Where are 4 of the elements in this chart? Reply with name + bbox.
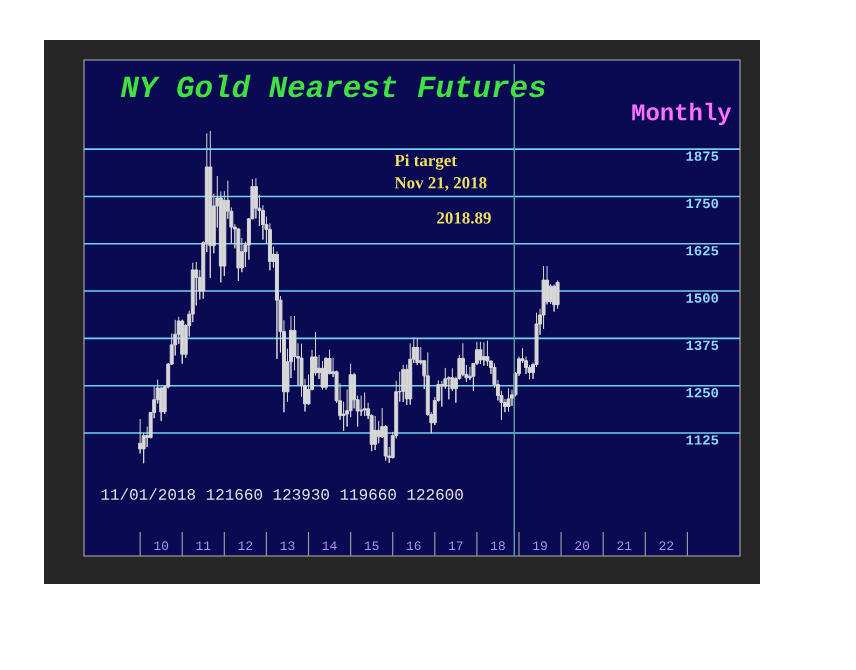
annotation: 2018.89 [437,212,491,224]
annotation: Nov 21, 2018 [394,177,487,191]
text: Monthly [632,102,732,126]
annotation: Pi target [394,154,457,170]
